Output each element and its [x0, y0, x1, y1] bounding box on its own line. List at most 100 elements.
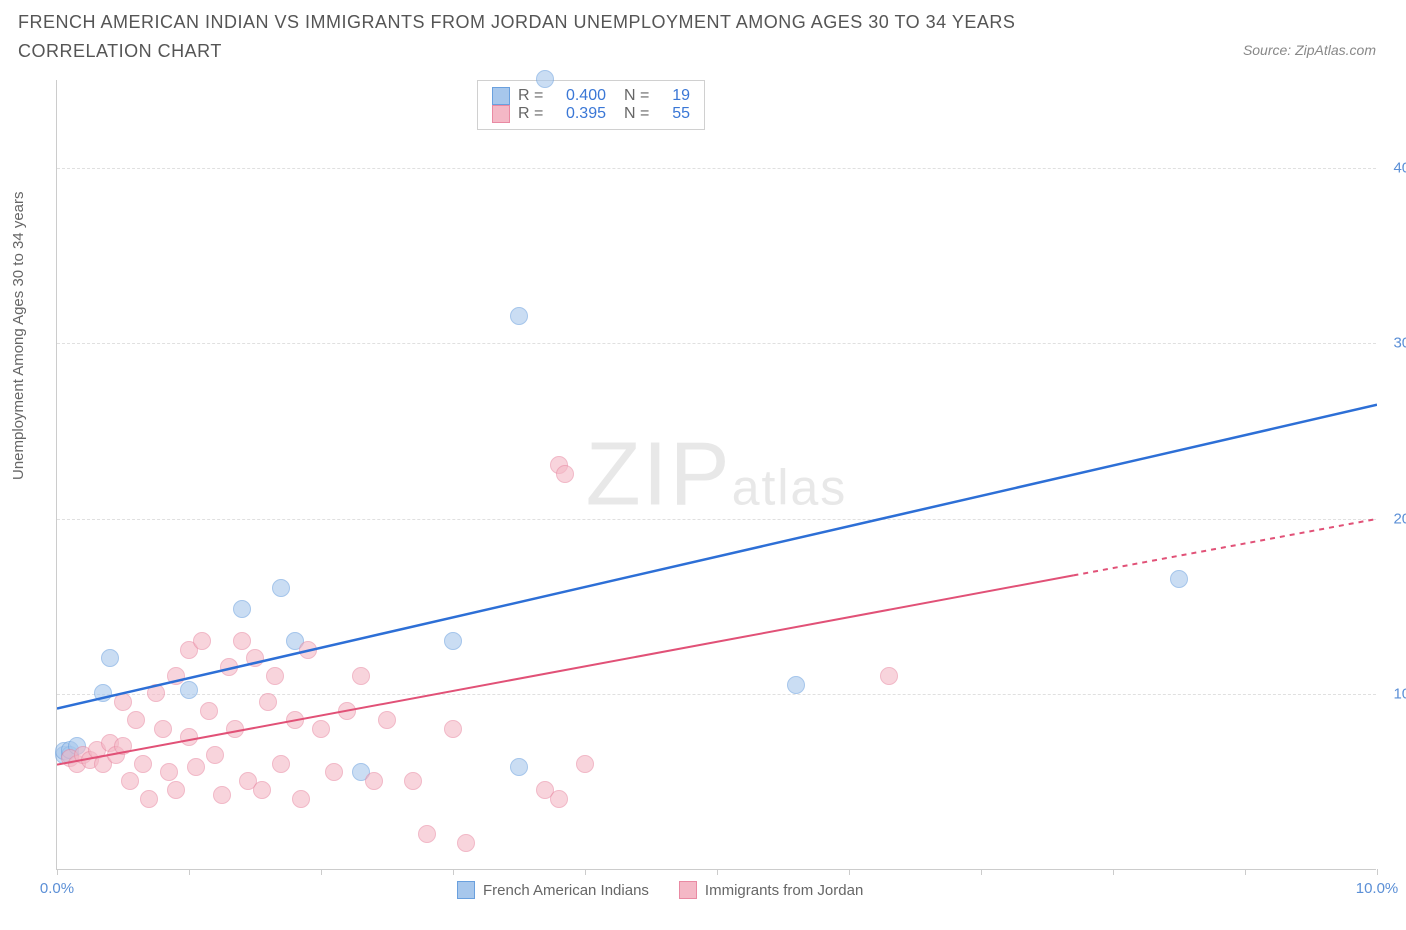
legend-swatch: [492, 87, 510, 105]
legend-n-value: 19: [660, 87, 690, 105]
data-point: [352, 667, 370, 685]
data-point: [193, 632, 211, 650]
data-point: [167, 781, 185, 799]
legend-row: R = 0.395 N = 55: [492, 105, 690, 123]
data-point: [121, 772, 139, 790]
data-point: [312, 720, 330, 738]
data-point: [444, 720, 462, 738]
data-point: [880, 667, 898, 685]
data-point: [266, 667, 284, 685]
gridline: [57, 343, 1376, 344]
data-point: [536, 70, 554, 88]
x-tick-label: 10.0%: [1356, 880, 1399, 897]
data-point: [292, 790, 310, 808]
data-point: [206, 746, 224, 764]
x-tick-label: 0.0%: [40, 880, 74, 897]
data-point: [1170, 570, 1188, 588]
data-point: [167, 667, 185, 685]
data-point: [246, 649, 264, 667]
data-point: [325, 763, 343, 781]
data-point: [127, 711, 145, 729]
x-tick: [1245, 869, 1246, 875]
data-point: [510, 307, 528, 325]
legend-label: French American Indians: [483, 882, 649, 899]
data-point: [101, 649, 119, 667]
x-tick: [585, 869, 586, 875]
data-point: [233, 600, 251, 618]
legend-row: R = 0.400 N = 19: [492, 87, 690, 105]
data-point: [299, 641, 317, 659]
legend-n-label: N =: [624, 87, 652, 105]
data-point: [94, 684, 112, 702]
x-tick: [321, 869, 322, 875]
data-point: [338, 702, 356, 720]
data-point: [787, 676, 805, 694]
data-point: [550, 790, 568, 808]
watermark-light: atlas: [732, 459, 848, 515]
data-point: [272, 755, 290, 773]
data-point: [134, 755, 152, 773]
legend-r-value: 0.400: [554, 87, 606, 105]
y-tick-label: 20.0%: [1393, 510, 1406, 527]
data-point: [147, 684, 165, 702]
x-tick: [849, 869, 850, 875]
watermark-bold: ZIP: [586, 424, 732, 524]
data-point: [556, 465, 574, 483]
data-point: [272, 579, 290, 597]
gridline: [57, 519, 1376, 520]
data-point: [160, 763, 178, 781]
correlation-legend: R = 0.400 N = 19 R = 0.395 N = 55: [477, 80, 705, 130]
source-attribution: Source: ZipAtlas.com: [1243, 42, 1376, 58]
scatter-chart: ZIPatlas R =0.400N =19R =0.395N =55 Fren…: [56, 80, 1376, 870]
legend-r-label: R =: [518, 87, 546, 105]
legend-item: Immigrants from Jordan: [679, 881, 863, 899]
data-point: [444, 632, 462, 650]
data-point: [187, 758, 205, 776]
data-point: [286, 711, 304, 729]
trend-lines: [57, 80, 1377, 870]
data-point: [226, 720, 244, 738]
data-point: [457, 834, 475, 852]
x-tick: [1377, 869, 1378, 875]
data-point: [140, 790, 158, 808]
legend-r-value: 0.395: [554, 105, 606, 123]
x-tick: [981, 869, 982, 875]
y-tick-label: 10.0%: [1393, 686, 1406, 703]
series-legend: French American Indians Immigrants from J…: [457, 881, 863, 899]
watermark: ZIPatlas: [586, 423, 848, 526]
data-point: [365, 772, 383, 790]
x-tick: [717, 869, 718, 875]
legend-r-label: R =: [518, 105, 546, 123]
gridline: [57, 168, 1376, 169]
x-tick: [189, 869, 190, 875]
data-point: [233, 632, 251, 650]
data-point: [200, 702, 218, 720]
x-tick: [1113, 869, 1114, 875]
data-point: [180, 681, 198, 699]
y-tick-label: 30.0%: [1393, 335, 1406, 352]
data-point: [418, 825, 436, 843]
data-point: [220, 658, 238, 676]
y-axis-label: Unemployment Among Ages 30 to 34 years: [10, 191, 27, 480]
legend-swatch: [457, 881, 475, 899]
legend-n-value: 55: [660, 105, 690, 123]
chart-title: FRENCH AMERICAN INDIAN VS IMMIGRANTS FRO…: [18, 8, 1118, 66]
x-tick: [453, 869, 454, 875]
data-point: [114, 693, 132, 711]
data-point: [510, 758, 528, 776]
data-point: [114, 737, 132, 755]
data-point: [378, 711, 396, 729]
data-point: [213, 786, 231, 804]
gridline: [57, 694, 1376, 695]
legend-swatch: [492, 105, 510, 123]
legend-label: Immigrants from Jordan: [705, 882, 863, 899]
data-point: [180, 728, 198, 746]
x-tick: [57, 869, 58, 875]
legend-n-label: N =: [624, 105, 652, 123]
y-tick-label: 40.0%: [1393, 159, 1406, 176]
data-point: [259, 693, 277, 711]
data-point: [576, 755, 594, 773]
legend-item: French American Indians: [457, 881, 649, 899]
legend-swatch: [679, 881, 697, 899]
data-point: [154, 720, 172, 738]
